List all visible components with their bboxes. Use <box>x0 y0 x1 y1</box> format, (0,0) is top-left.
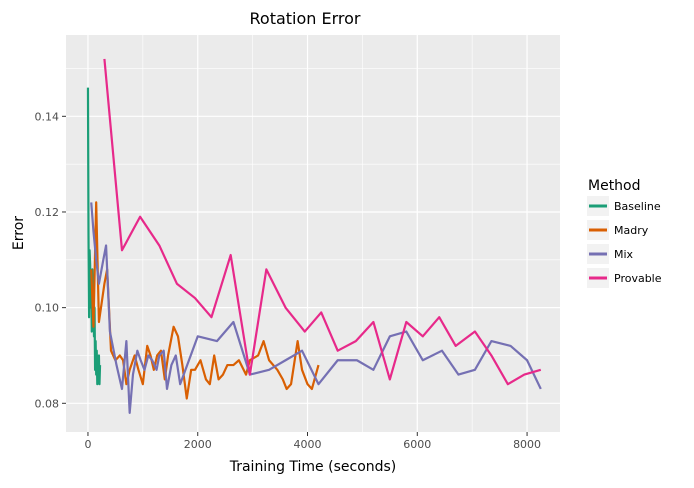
legend-item-madry: Madry <box>587 220 649 240</box>
legend: Method Baseline Madry Mix Provable <box>587 178 662 288</box>
x-tick-label: 0 <box>84 438 91 451</box>
series-layer <box>86 58 542 414</box>
legend-label: Baseline <box>614 200 661 213</box>
legend-item-provable: Provable <box>587 268 662 288</box>
y-tick-label: 0.10 <box>35 302 60 315</box>
legend-label: Provable <box>614 272 662 285</box>
series-line-baseline <box>86 87 102 386</box>
x-tick-label: 4000 <box>294 438 322 451</box>
chart-title: Rotation Error <box>250 9 361 28</box>
legend-title: Method <box>588 178 641 194</box>
x-tick-label: 2000 <box>184 438 212 451</box>
y-tick-label: 0.14 <box>35 110 60 123</box>
x-tick-label: 6000 <box>403 438 431 451</box>
legend-item-baseline: Baseline <box>587 196 661 216</box>
legend-label: Madry <box>614 224 649 237</box>
legend-items: Baseline Madry Mix Provable <box>587 196 662 288</box>
series-line-mix <box>90 202 542 414</box>
y-axis-label: Error <box>11 216 27 250</box>
legend-item-mix: Mix <box>587 244 634 264</box>
axis-layer: 0 2000 4000 6000 8000 0.08 0.10 0.12 0.14 <box>35 110 542 451</box>
series-line-provable <box>103 58 542 386</box>
x-tick-label: 8000 <box>513 438 541 451</box>
legend-label: Mix <box>614 248 634 261</box>
y-tick-label: 0.12 <box>35 206 60 219</box>
y-tick-label: 0.08 <box>35 397 60 410</box>
x-axis-label: Training Time (seconds) <box>229 459 397 475</box>
